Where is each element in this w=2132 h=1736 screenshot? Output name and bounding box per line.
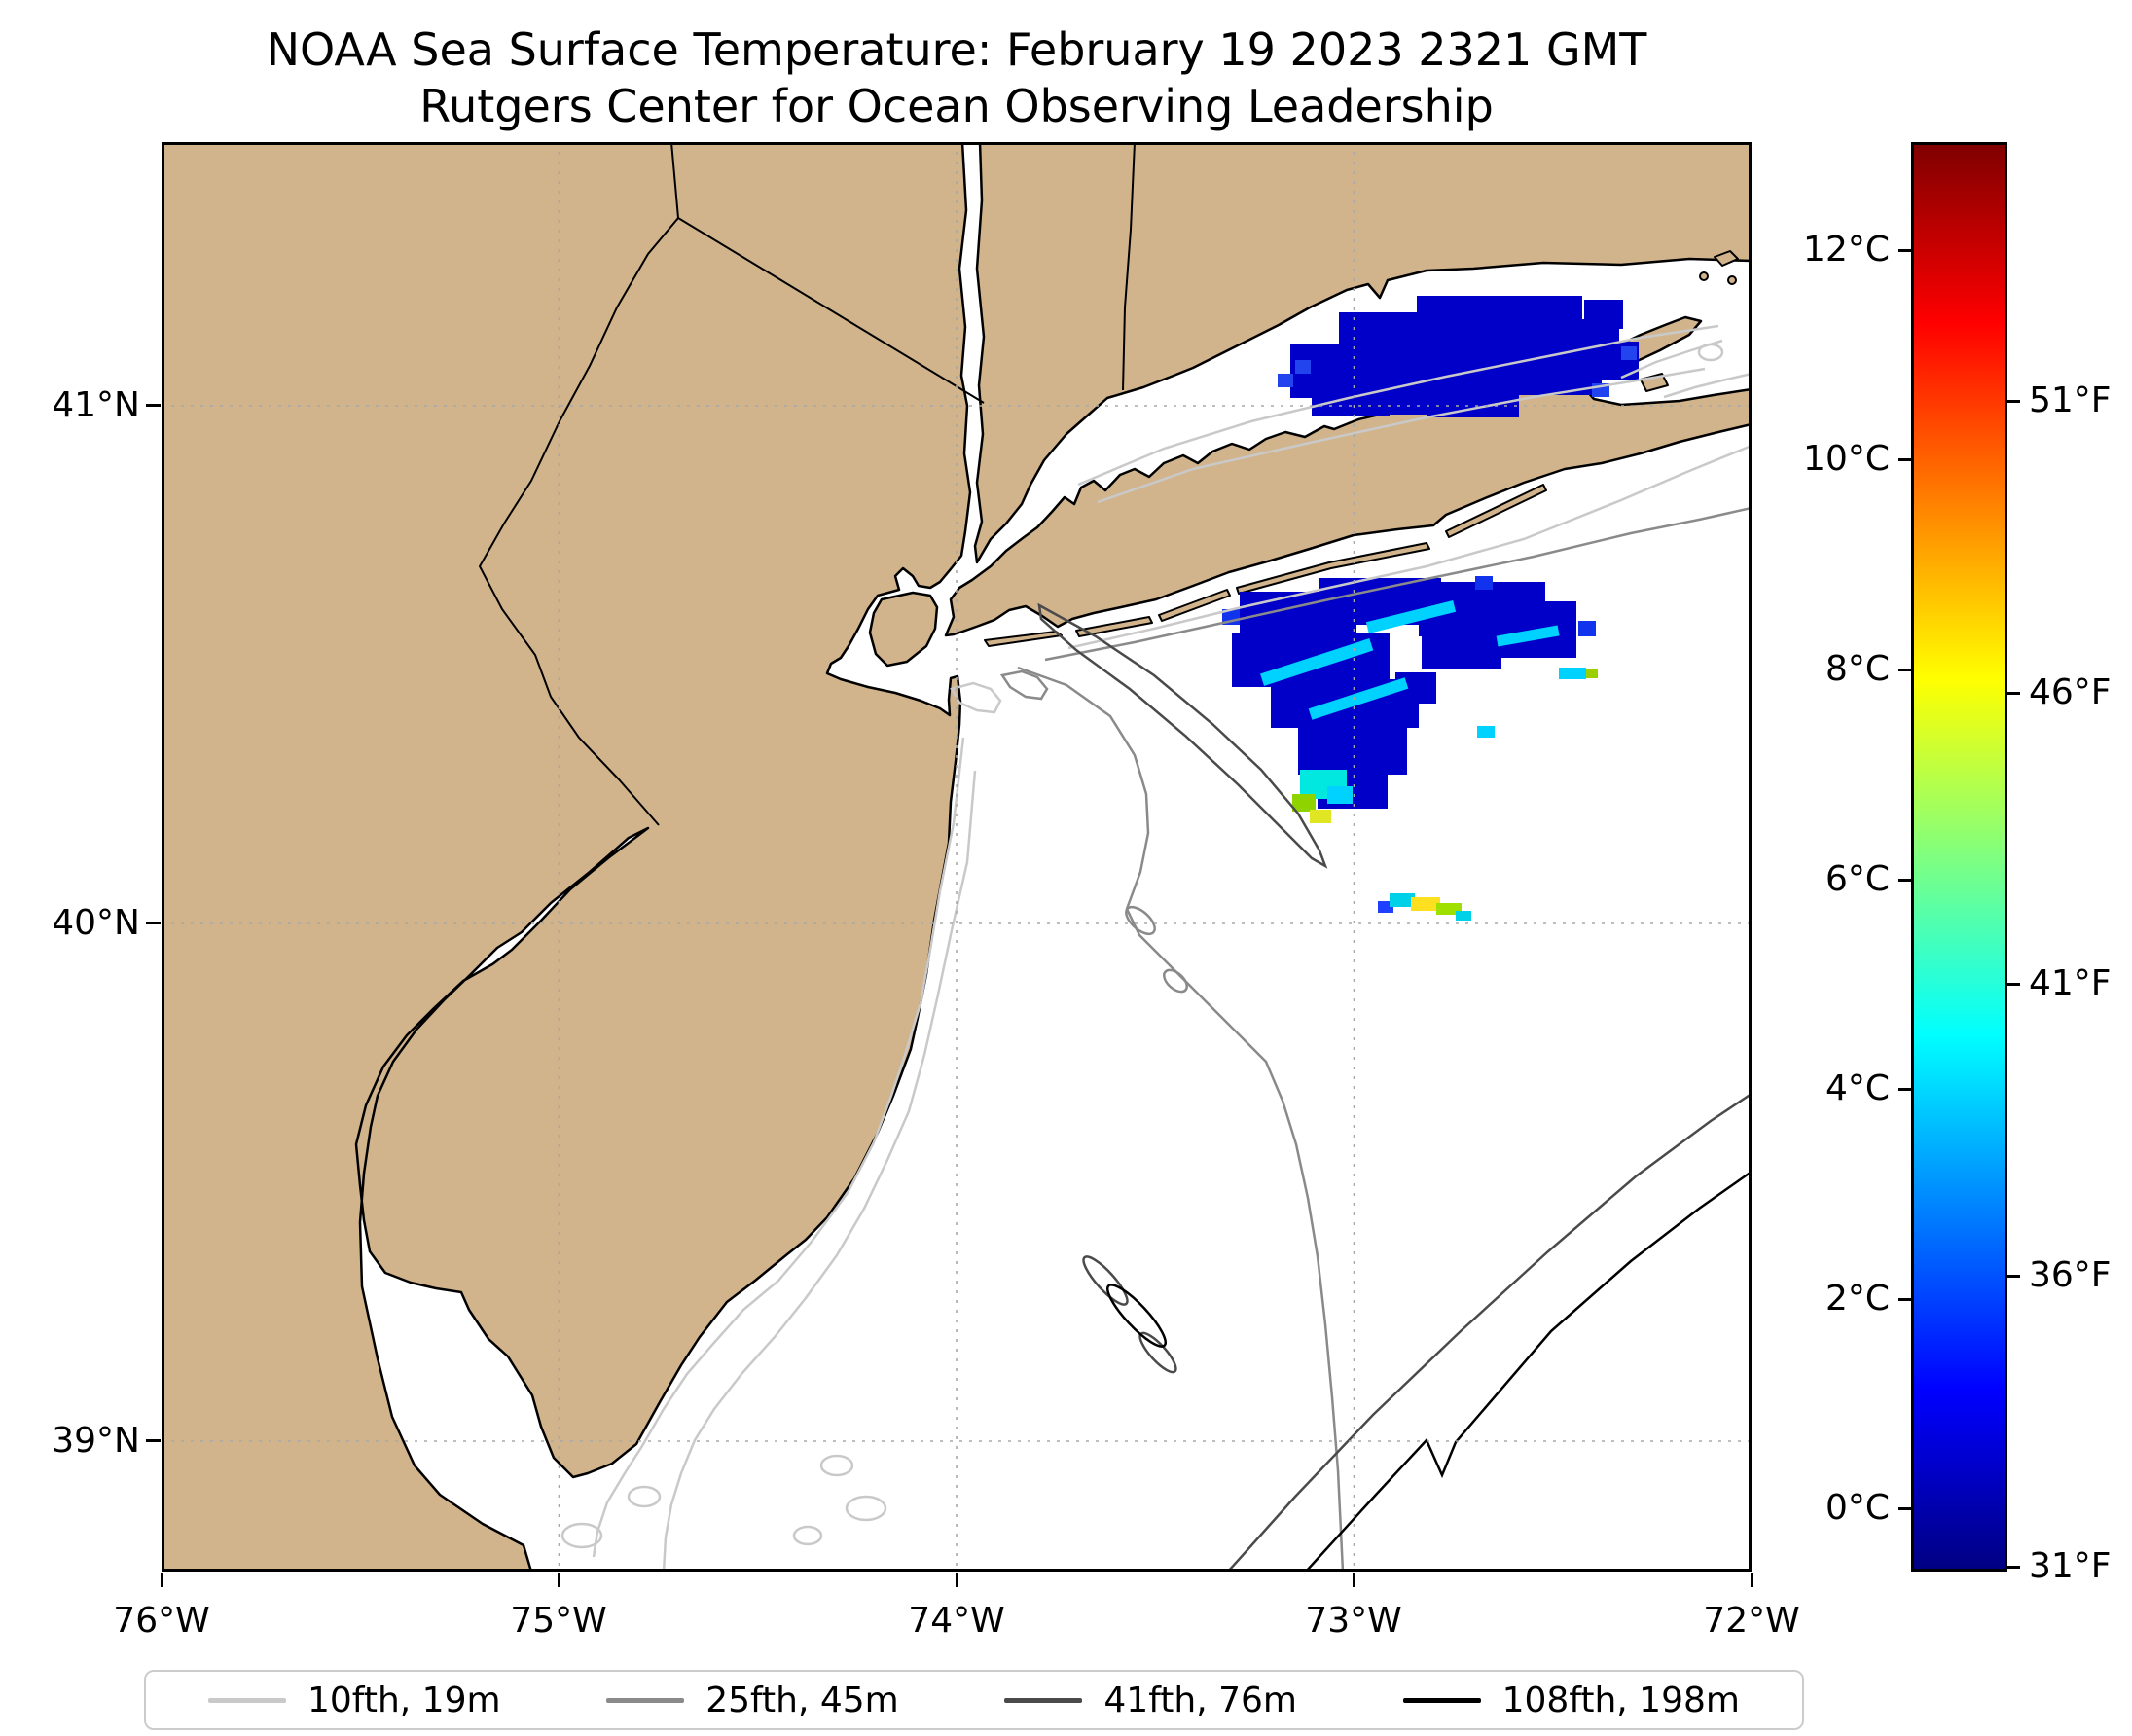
x-tickmark-75w: [558, 1573, 560, 1587]
mainland-new-york-connecticut: [973, 142, 1752, 564]
legend-label-108fth: 108fth, 198m: [1501, 1680, 1740, 1720]
colorbar-tick-10c: [1898, 458, 1911, 461]
sst-patch-long-island-sound: [1278, 296, 1639, 417]
map-canvas: [162, 142, 1752, 1572]
legend-item-10fth: 10fth, 19m: [208, 1681, 501, 1720]
border-ny-ct: [1122, 142, 1136, 391]
x-tick-label-74w: 74°W: [908, 1601, 1005, 1641]
legend-item-25fth: 25fth, 45m: [606, 1681, 899, 1720]
colorbar-label-8c: 8°C: [1825, 649, 1890, 689]
colorbar-label-31f: 31°F: [2029, 1546, 2112, 1586]
map-frame: [162, 142, 1752, 1572]
legend-label-25fth: 25fth, 45m: [705, 1680, 899, 1720]
sst-patch-new-york-bight: [1222, 576, 1598, 823]
x-tickmark-74w: [956, 1573, 958, 1587]
y-tick-label-39n: 39°N: [52, 1421, 140, 1461]
y-tickmark-41n: [146, 404, 161, 407]
colorbar-tick-6c: [1898, 879, 1911, 882]
legend-line-108fth-icon: [1402, 1697, 1481, 1703]
colorbar-label-41f: 41°F: [2029, 963, 2112, 1003]
bathymetry-10fth: [560, 324, 1752, 1572]
border-nj-ny: [677, 217, 985, 404]
east-end-islands: [1640, 250, 1739, 392]
colorbar-label-36f: 36°F: [2029, 1255, 2112, 1295]
y-tickmark-39n: [146, 1439, 161, 1442]
title-line-1: NOAA Sea Surface Temperature: February 1…: [266, 23, 1647, 76]
x-tick-label-76w: 76°W: [113, 1601, 210, 1641]
sst-patch-offshore-small: [1378, 893, 1471, 921]
y-tickmark-40n: [146, 922, 161, 924]
colorbar-label-6c: 6°C: [1825, 859, 1890, 899]
colorbar-label-10c: 10°C: [1803, 439, 1890, 479]
state-border-layer: [478, 142, 1136, 826]
colorbar-tick-12c: [1898, 249, 1911, 252]
colorbar: [1911, 142, 2007, 1572]
long-island: [944, 315, 1752, 637]
y-tick-label-40n: 40°N: [52, 903, 140, 943]
legend-label-10fth: 10fth, 19m: [307, 1680, 501, 1720]
legend-line-10fth-icon: [208, 1697, 286, 1703]
colorbar-label-12c: 12°C: [1803, 230, 1890, 270]
x-tickmark-73w: [1353, 1573, 1355, 1587]
border-delaware-river-upper: [478, 142, 680, 826]
colorbar-tick-31f: [2007, 1566, 2020, 1569]
depth-contour-legend: 10fth, 19m 25fth, 45m 41fth, 76m 108fth,…: [144, 1670, 1804, 1730]
colorbar-tick-46f: [2007, 692, 2020, 695]
x-tick-label-72w: 72°W: [1703, 1601, 1800, 1641]
x-tickmark-72w: [1751, 1573, 1753, 1587]
colorbar-tick-51f: [2007, 400, 2020, 403]
colorbar-tick-2c: [1898, 1298, 1911, 1301]
colorbar-label-2c: 2°C: [1825, 1279, 1890, 1319]
legend-item-108fth: 108fth, 198m: [1402, 1680, 1740, 1720]
staten-island: [868, 591, 939, 668]
bathymetry-41fth: [1037, 602, 1752, 1572]
colorbar-label-4c: 4°C: [1825, 1068, 1890, 1108]
x-tickmark-76w: [161, 1573, 163, 1587]
x-tick-label-75w: 75°W: [510, 1601, 607, 1641]
colorbar-tick-4c: [1898, 1088, 1911, 1091]
legend-line-25fth-icon: [606, 1697, 685, 1703]
colorbar-label-0c: 0°C: [1825, 1488, 1890, 1528]
colorbar-tick-8c: [1898, 669, 1911, 671]
colorbar-tick-36f: [2007, 1275, 2020, 1278]
gridlines: [162, 142, 1752, 1572]
bathymetry-25fth: [999, 506, 1752, 1572]
colorbar-label-51f: 51°F: [2029, 380, 2112, 420]
mainland-new-jersey-pennsylvania: [162, 142, 972, 1572]
legend-line-41fth-icon: [1004, 1697, 1083, 1703]
colorbar-label-46f: 46°F: [2029, 672, 2112, 712]
legend-item-41fth: 41fth, 76m: [1004, 1681, 1297, 1720]
colorbar-tick-41f: [2007, 983, 2020, 986]
land-layer: [162, 142, 1752, 1572]
title-line-2: Rutgers Center for Ocean Observing Leade…: [419, 80, 1494, 132]
y-tick-label-41n: 41°N: [52, 385, 140, 425]
x-tick-label-73w: 73°W: [1305, 1601, 1402, 1641]
figure-title: NOAA Sea Surface Temperature: February 1…: [162, 21, 1752, 134]
sst-layer: [1222, 296, 1639, 921]
legend-label-41fth: 41fth, 76m: [1103, 1680, 1297, 1720]
bathymetry-108fth: [1105, 1170, 1752, 1572]
colorbar-tick-0c: [1898, 1507, 1911, 1510]
